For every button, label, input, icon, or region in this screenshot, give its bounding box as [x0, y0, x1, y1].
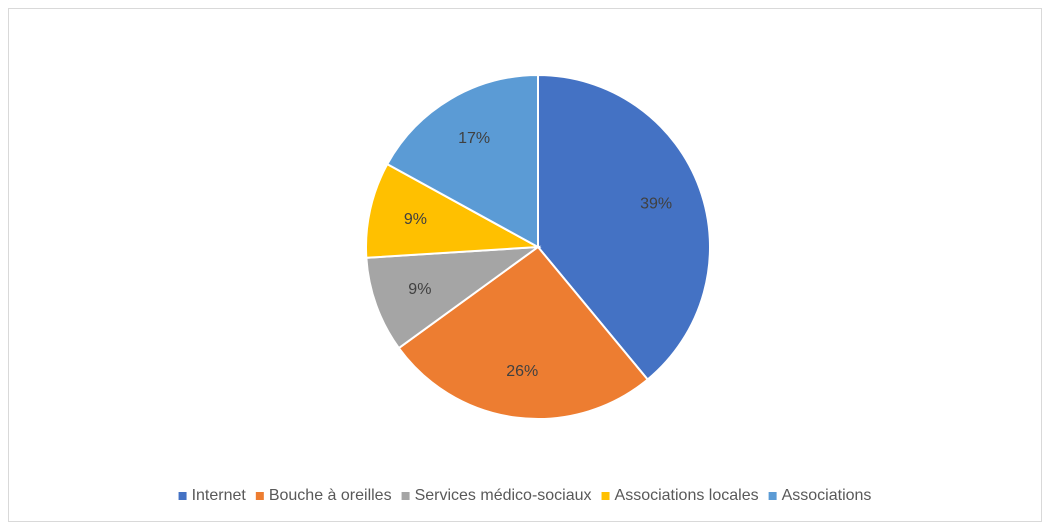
legend-swatch	[178, 492, 187, 500]
data-label: 17%	[458, 130, 490, 147]
data-label: 26%	[506, 363, 538, 380]
pie-slice	[385, 73, 539, 249]
legend: Internet Bouche à oreilles Services médico…	[178, 487, 872, 504]
legend-swatch	[401, 492, 410, 500]
data-label: 9%	[408, 281, 431, 298]
legend-swatch	[768, 492, 777, 500]
legend-label: Bouche à oreilles	[269, 487, 392, 504]
data-label: 9%	[404, 211, 427, 228]
legend-label: Associations locales	[615, 487, 759, 504]
legend-swatch	[601, 492, 610, 500]
pie-slice	[537, 73, 711, 381]
data-label: 39%	[640, 196, 672, 213]
legend-swatch	[255, 492, 264, 500]
pie-slice	[365, 162, 542, 259]
pie-slice	[397, 245, 650, 420]
legend-label: Internet	[192, 487, 247, 504]
legend-label: Services médico-sociaux	[415, 487, 592, 504]
pie-slice	[365, 245, 542, 350]
legend-label: Associations	[782, 487, 872, 504]
